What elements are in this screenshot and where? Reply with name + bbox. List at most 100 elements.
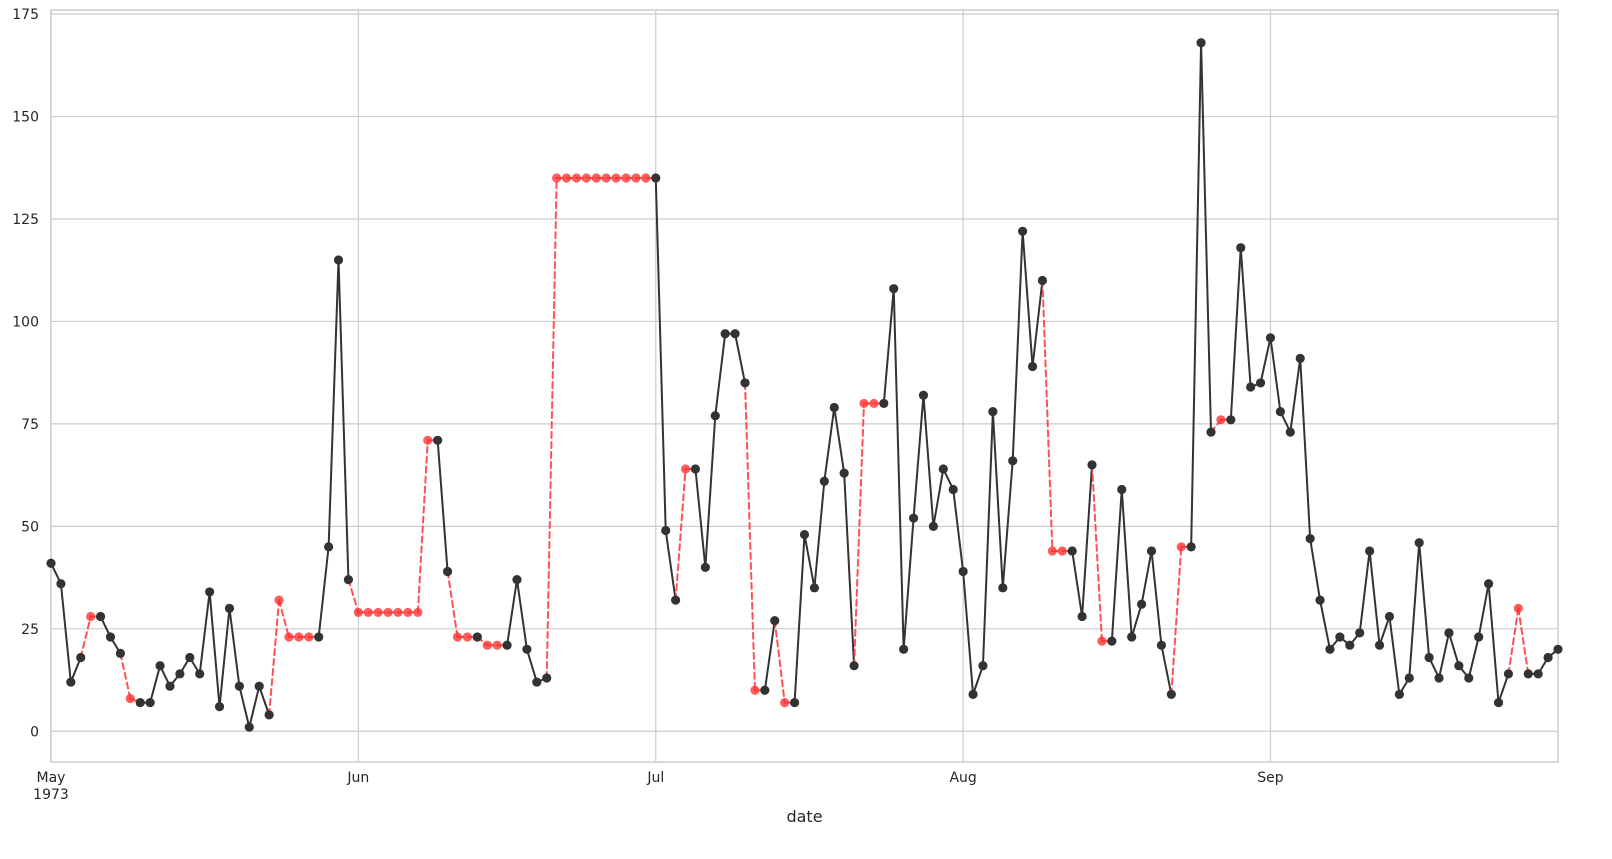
data-point (1146, 546, 1157, 556)
observed-segment (238, 685, 251, 729)
data-point (1136, 599, 1147, 609)
observed-segment (1259, 336, 1272, 384)
data-point (1464, 673, 1474, 683)
imputed-segment (853, 402, 865, 667)
observed-segment (1388, 615, 1401, 696)
data-point (1087, 460, 1097, 470)
observed-segment (218, 607, 231, 708)
data-point (938, 464, 948, 474)
data-point (512, 575, 522, 585)
imputed-point (383, 607, 393, 618)
observed-segment (962, 570, 975, 696)
imputed-point (859, 398, 869, 409)
observed-segment (981, 410, 994, 667)
data-point (333, 255, 344, 265)
data-point (145, 697, 155, 708)
data-point (1206, 427, 1216, 437)
data-point (928, 521, 938, 531)
data-point (1156, 640, 1167, 650)
data-point (46, 558, 56, 568)
observed-segment (803, 533, 816, 589)
observed-segment (654, 177, 667, 532)
imputed-point (561, 173, 572, 183)
y-tick-label: 175 (12, 7, 39, 23)
y-tick-label: 100 (12, 314, 39, 330)
data-point (1454, 661, 1464, 671)
data-point (195, 669, 205, 679)
data-point (978, 661, 988, 671)
data-point (66, 677, 76, 687)
observed-segment (1130, 603, 1143, 639)
observed-segment (1081, 463, 1094, 618)
x-tick-label: Jul (646, 770, 664, 786)
data-point (988, 407, 998, 417)
observed-segment (694, 467, 707, 569)
imputed-point (462, 632, 473, 642)
x-tick-label: Jun (346, 770, 369, 786)
data-point (135, 697, 145, 708)
imputed-point (1097, 636, 1107, 646)
observed-segment (882, 287, 895, 405)
data-point (710, 411, 720, 421)
data-point (1414, 538, 1424, 548)
data-point (908, 513, 919, 523)
observed-segment (317, 545, 330, 639)
data-point (324, 542, 334, 552)
data-point (542, 673, 552, 683)
imputed-point (274, 595, 284, 605)
data-point (214, 702, 225, 712)
imputed-point (1057, 546, 1067, 556)
data-point (829, 402, 839, 413)
y-tick-label: 0 (30, 724, 39, 740)
data-point (1127, 632, 1137, 642)
observed-segment (1438, 631, 1450, 679)
observed-segment (1467, 636, 1480, 679)
data-point (224, 603, 235, 613)
observed-segment (1299, 357, 1312, 540)
imputed-segment (119, 652, 132, 700)
imputed-segment (1091, 463, 1103, 643)
y-tick-label: 125 (12, 212, 39, 228)
data-point (244, 722, 254, 732)
data-point (234, 681, 244, 691)
observed-segment (506, 578, 518, 647)
x-tick-label: Aug (949, 770, 976, 786)
data-point (889, 284, 899, 294)
data-point (899, 644, 909, 654)
observed-segment (734, 332, 747, 384)
data-point (105, 632, 116, 642)
data-point (948, 484, 958, 495)
data-point (502, 640, 512, 650)
observed-segment (1289, 357, 1302, 434)
observed-segment (1447, 631, 1460, 667)
data-point (1553, 644, 1563, 654)
data-point (1434, 673, 1444, 683)
y-tick-label: 50 (21, 519, 39, 535)
data-point (1355, 628, 1365, 638)
imputed-point (1216, 415, 1226, 425)
data-point (185, 652, 195, 663)
imputed-point (373, 607, 383, 618)
y-tick-labels: 0 25 50 75 100 125 150 175 (12, 7, 39, 740)
data-point (1374, 640, 1385, 650)
observed-segment (912, 394, 925, 520)
imputed-point (482, 640, 492, 650)
data-point (1394, 689, 1404, 699)
data-point (1166, 689, 1176, 699)
observed-segment (714, 332, 727, 417)
imputed-point (571, 173, 582, 183)
data-point (532, 677, 542, 687)
imputed-segment (268, 599, 281, 716)
imputed-point (631, 173, 641, 183)
observed-segment (1418, 541, 1431, 659)
data-point (651, 173, 661, 183)
series-points (46, 38, 1563, 732)
data-point (819, 476, 829, 486)
data-point (1285, 427, 1295, 437)
data-point (1503, 669, 1514, 679)
data-point (433, 435, 443, 445)
imputed-segment (1517, 607, 1530, 675)
imputed-point (423, 435, 433, 445)
data-point (254, 681, 264, 691)
